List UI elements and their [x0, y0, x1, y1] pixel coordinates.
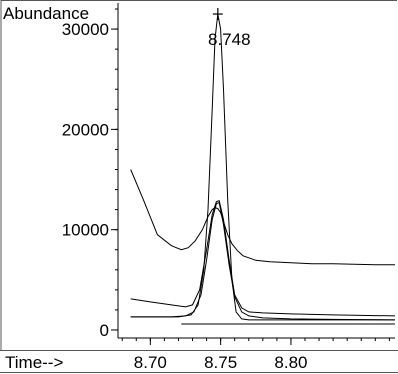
- peak-label: 8.748: [208, 30, 251, 49]
- series-line-2: [130, 199, 396, 317]
- y-tick-label: 0: [100, 321, 109, 340]
- x-tick-label: 8.75: [204, 353, 237, 372]
- axis-ticks: 0 10000 20000 30000 8.70 8.75 8.80: [62, 8, 390, 372]
- y-tick-label: 30000: [62, 20, 109, 39]
- chart-series: [130, 13, 396, 325]
- x-tick-label: 8.70: [134, 353, 167, 372]
- series-line-4: [130, 201, 396, 321]
- series-line-3: [130, 13, 395, 321]
- peak-marker-group: [212, 8, 223, 21]
- x-tick-label: 8.80: [274, 353, 307, 372]
- y-tick-label: 20000: [62, 120, 109, 139]
- x-axis-title: Time-->: [5, 353, 63, 372]
- y-tick-label: 10000: [62, 221, 109, 240]
- y-axis-title: Abundance: [3, 4, 89, 23]
